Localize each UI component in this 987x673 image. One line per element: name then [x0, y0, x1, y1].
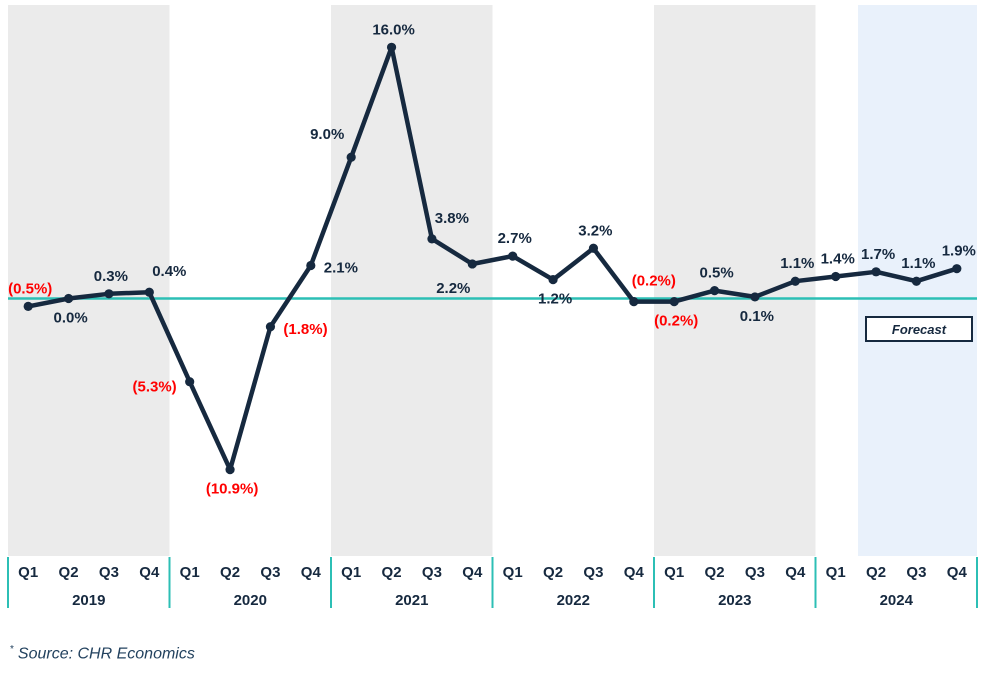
data-point — [225, 465, 235, 475]
data-point — [750, 292, 760, 302]
data-point — [790, 276, 800, 286]
quarter-tick-label: Q1 — [341, 564, 361, 581]
data-point — [548, 275, 558, 285]
data-point — [952, 264, 962, 274]
value-label: (1.8%) — [283, 321, 327, 338]
quarter-tick-label: Q1 — [826, 564, 846, 581]
year-tick-label-2023: 2023 — [718, 592, 751, 609]
data-point — [144, 287, 154, 297]
value-label: (0.5%) — [8, 280, 52, 297]
source-asterisk: * — [10, 644, 14, 655]
data-point — [23, 301, 33, 311]
year-bands — [8, 5, 977, 556]
data-point — [508, 251, 518, 261]
value-label: 2.2% — [436, 280, 470, 297]
source-text: Source: CHR Economics — [17, 645, 195, 663]
forecast-badge: Forecast — [865, 316, 973, 342]
quarter-tick-label: Q1 — [18, 564, 38, 581]
quarter-tick-label: Q4 — [462, 564, 483, 581]
quarter-tick-label: Q4 — [624, 564, 645, 581]
value-label: 0.0% — [53, 310, 87, 327]
value-label: 9.0% — [310, 126, 344, 143]
year-tick-label-2020: 2020 — [234, 592, 267, 609]
quarter-tick-label: Q3 — [422, 564, 442, 581]
data-point — [871, 267, 881, 277]
data-point — [709, 286, 720, 296]
value-label: (0.2%) — [632, 273, 676, 290]
value-label: 16.0% — [372, 21, 415, 38]
quarter-tick-label: Q3 — [745, 564, 765, 581]
value-label: 1.1% — [901, 255, 935, 272]
value-label: 2.1% — [324, 260, 358, 277]
data-point — [63, 293, 74, 304]
quarter-tick-label: Q1 — [503, 564, 523, 581]
quarter-tick-label: Q2 — [220, 564, 240, 581]
quarter-tick-label: Q4 — [785, 564, 806, 581]
data-point — [346, 152, 356, 162]
quarter-tick-label: Q4 — [139, 564, 160, 581]
year-tick-label-2024: 2024 — [880, 592, 914, 609]
value-label: 1.2% — [538, 291, 572, 308]
year-band-2019 — [8, 5, 170, 556]
value-label: 0.5% — [699, 265, 733, 282]
data-point — [911, 276, 922, 286]
data-point-markers — [23, 42, 962, 475]
value-label: 1.1% — [780, 255, 814, 272]
quarter-tick-label: Q2 — [705, 564, 725, 581]
value-label: (0.2%) — [654, 313, 698, 330]
data-point — [831, 271, 841, 282]
value-label: 1.4% — [821, 251, 855, 268]
quarter-tick-label: Q2 — [866, 564, 886, 581]
data-point — [104, 289, 114, 299]
year-band-2023 — [654, 5, 816, 556]
year-tick-label-2021: 2021 — [395, 592, 428, 609]
data-point — [588, 243, 599, 253]
quarter-tick-label: Q2 — [382, 564, 402, 581]
quarter-tick-label: Q3 — [99, 564, 119, 581]
quarter-tick-label: Q3 — [583, 564, 603, 581]
data-point — [386, 42, 397, 52]
value-label: 1.9% — [942, 243, 976, 260]
year-band-2021 — [331, 5, 493, 556]
data-point — [185, 377, 195, 387]
year-tick-label-2022: 2022 — [557, 592, 590, 609]
quarter-tick-label: Q4 — [947, 564, 968, 581]
value-label: 2.7% — [498, 230, 532, 247]
value-label: 3.8% — [435, 210, 469, 227]
value-label: (5.3%) — [133, 379, 177, 396]
value-label: 3.2% — [578, 222, 612, 239]
quarter-tick-label: Q4 — [301, 564, 322, 581]
year-tick-label-2019: 2019 — [72, 592, 105, 609]
quarter-tick-label: Q3 — [260, 564, 280, 581]
data-point — [669, 297, 679, 307]
forecast-label: Forecast — [891, 321, 947, 337]
value-label: 1.7% — [861, 246, 895, 263]
value-label: 0.4% — [152, 263, 186, 280]
data-point — [629, 297, 639, 307]
quarter-tick-label: Q1 — [664, 564, 684, 581]
data-point — [427, 234, 437, 244]
value-labels: (0.5%)0.0% 0.3% 0.4% (5.3%) (10.9%) (1.8%) 2.1… — [8, 21, 976, 497]
trend-line — [25, 45, 960, 472]
value-label: 0.1% — [740, 308, 774, 325]
source-note: * Source: CHR Economics — [10, 644, 195, 663]
value-label: (10.9%) — [206, 481, 259, 498]
quarter-tick-label: Q1 — [180, 564, 200, 581]
quarter-tick-label: Q3 — [906, 564, 926, 581]
x-axis: Q1 Q2 Q3 Q4 2019 Q1 Q2 Q3 Q4 2020 Q1 Q2 Q3 Q4 2021 Q1 Q2… — [7, 557, 978, 609]
data-point — [265, 322, 276, 332]
quarter-tick-label: Q2 — [543, 564, 563, 581]
quarter-tick-label: Q2 — [59, 564, 79, 581]
data-point — [467, 259, 477, 269]
value-label: 0.3% — [94, 268, 128, 285]
data-point — [306, 260, 316, 271]
